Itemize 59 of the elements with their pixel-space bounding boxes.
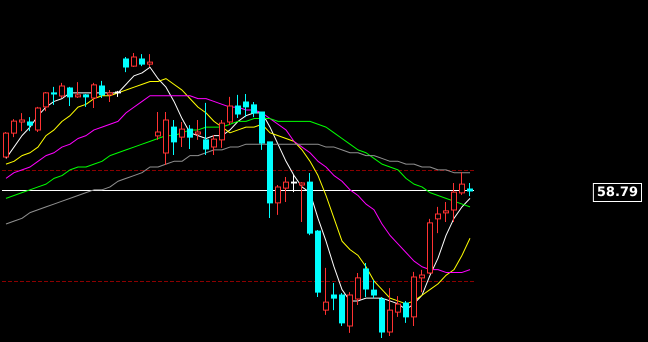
candlestick [75, 82, 81, 99]
candlestick [435, 206, 441, 234]
candlestick [427, 218, 433, 274]
candlestick [235, 94, 241, 118]
candlestick [323, 267, 329, 316]
candlestick [11, 118, 17, 138]
candlestick [227, 96, 233, 126]
candlestick [99, 80, 105, 99]
candlestick [243, 94, 249, 118]
candlestick [155, 111, 161, 140]
candlestick [403, 300, 409, 324]
candlestick [467, 182, 473, 197]
candlestick [187, 124, 193, 150]
candlestick [67, 86, 73, 107]
candlestick [51, 86, 57, 106]
candlestick [171, 119, 177, 156]
candlestick [3, 131, 9, 158]
candlestick [59, 82, 65, 99]
candlestick [387, 288, 393, 337]
candlestick [139, 54, 145, 67]
candlestick [451, 182, 457, 223]
candlestick [251, 102, 257, 118]
candlestick [123, 56, 129, 73]
candlestick [275, 184, 281, 216]
candlestick [35, 106, 41, 132]
candlestick [267, 141, 273, 219]
candlestick [331, 282, 337, 311]
candlestick [395, 296, 401, 318]
candlestick [371, 279, 377, 299]
candlestick [195, 119, 201, 140]
text: 58.79 [596, 185, 638, 200]
candlestick [91, 82, 97, 109]
candlestick [459, 172, 465, 196]
candlestick [339, 292, 345, 327]
candlestick [299, 182, 305, 223]
candlestick [115, 90, 121, 98]
candlestick [219, 119, 225, 148]
candlestick [307, 172, 313, 236]
candlestick [315, 229, 321, 298]
candlestick [419, 269, 425, 293]
candlestick [131, 52, 137, 68]
candlestick [163, 111, 169, 166]
candlestick [27, 116, 33, 132]
candlestick [411, 271, 417, 327]
candlestick [259, 111, 265, 150]
candlestick [443, 202, 449, 223]
candlestick [347, 292, 353, 334]
candlestick [83, 94, 89, 108]
candlestick [363, 262, 369, 298]
candlestick [379, 296, 385, 338]
candlestick [203, 102, 209, 156]
candlestick [179, 121, 185, 148]
candlestick [283, 176, 289, 203]
candlestick [211, 134, 217, 156]
candlestick [19, 112, 25, 132]
candlestick [355, 272, 361, 306]
candlestick [107, 90, 113, 103]
candlestick [147, 54, 153, 68]
candlestick [43, 92, 49, 112]
